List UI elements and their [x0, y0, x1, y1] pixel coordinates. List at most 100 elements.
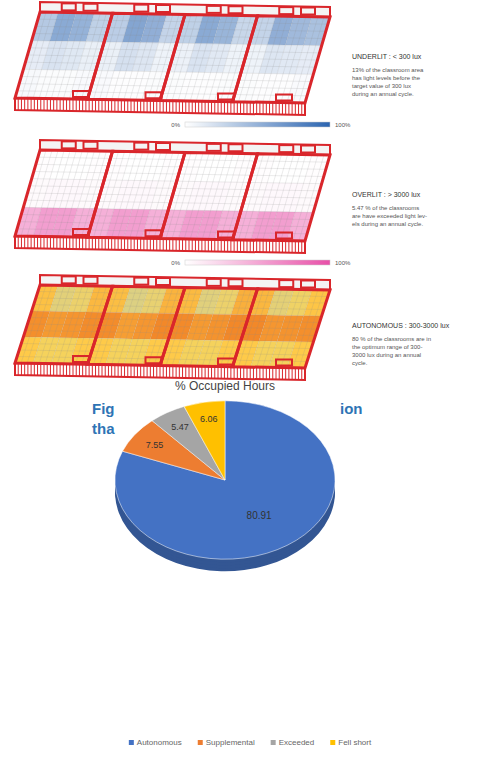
front-opening [146, 92, 162, 98]
railing-bar [118, 238, 119, 250]
railing-bar [50, 99, 51, 111]
room-outline [15, 12, 113, 99]
railing-bar [40, 236, 41, 248]
railing-bar [189, 101, 190, 113]
data-label: 80.91 [247, 510, 272, 521]
railing-bar [292, 241, 293, 253]
railing-bar [182, 101, 183, 113]
front-opening [146, 230, 162, 236]
railing-bar [73, 99, 74, 111]
railing-bar [76, 99, 77, 111]
room-outline [233, 154, 331, 241]
railing-bar [176, 366, 177, 378]
front-railing [15, 98, 305, 115]
railing-bar [53, 99, 54, 111]
legend-swatch [129, 740, 134, 745]
railing-bar [137, 238, 138, 250]
data-label: 7.55 [146, 440, 164, 450]
railing-bar [37, 363, 38, 375]
railing-bar [208, 239, 209, 251]
railing-bar [182, 239, 183, 251]
railing-bar [153, 100, 154, 112]
railing-bar [73, 364, 74, 376]
railing-bar [189, 239, 190, 251]
railing-bar [218, 102, 219, 114]
railing-bar [276, 103, 277, 115]
panel-description: 80 % of the classrooms are in [352, 336, 431, 342]
railing-bar [182, 366, 183, 378]
railing-bar [227, 102, 228, 114]
railing-bar [137, 365, 138, 377]
railing-bar [240, 367, 241, 379]
railing-bar [131, 238, 132, 250]
railing-bar [76, 237, 77, 249]
railing-bar [121, 238, 122, 250]
railing-bar [140, 100, 141, 112]
railing-bar [27, 363, 28, 375]
room-outline [15, 285, 113, 364]
railing-bar [44, 237, 45, 249]
railing-bar [44, 99, 45, 111]
railing-bar [234, 240, 235, 252]
railing-bar [21, 363, 22, 375]
railing-bar [221, 240, 222, 252]
railing-bar [195, 239, 196, 251]
railing-bar [205, 101, 206, 113]
railing-bar [121, 365, 122, 377]
pie-marks [115, 401, 335, 571]
railing-bar [63, 364, 64, 376]
railing-bar [143, 100, 144, 112]
railing-bar [114, 100, 115, 112]
railing-bar [47, 237, 48, 249]
railing-bar [276, 241, 277, 253]
railing-bar [163, 366, 164, 378]
front-railing [15, 236, 305, 253]
railing-bar [134, 100, 135, 112]
railing-bar [179, 366, 180, 378]
canvas: UNDERLIT : < 300 lux13% of the classroom… [0, 0, 500, 778]
railing-bar [105, 100, 106, 112]
panel-heading: UNDERLIT : < 300 lux [352, 53, 422, 60]
railing-bar [163, 239, 164, 251]
colorbar-tick-label: 100% [335, 260, 351, 266]
wall-opening [301, 8, 315, 15]
railing-bar [105, 238, 106, 250]
wall-opening [134, 5, 148, 12]
wall-opening [279, 145, 293, 152]
railing-bar [214, 366, 215, 378]
railing-bar [47, 99, 48, 111]
railing-bar [279, 368, 280, 380]
front-opening [73, 91, 89, 97]
railing-bar [230, 240, 231, 252]
railing-bar [253, 102, 254, 114]
panel-description: 3000 lux during an annual [352, 352, 421, 358]
front-opening [276, 233, 292, 239]
wall-opening [229, 6, 243, 13]
floor-grid [15, 12, 330, 103]
railing-bar [160, 239, 161, 251]
railing-bar [237, 240, 238, 252]
pie-top [115, 401, 335, 559]
panel-heading: AUTONOMOUS : 300-3000 lux [352, 322, 450, 329]
caption-fragment: tha [92, 420, 115, 437]
railing-bar [47, 364, 48, 376]
railing-bar [263, 240, 264, 252]
railing-bar [292, 103, 293, 115]
railing-bar [298, 368, 299, 380]
railing-bar [259, 240, 260, 252]
wall-opening [207, 279, 221, 286]
railing-bar [305, 368, 306, 380]
heatmap-cells [15, 285, 330, 368]
railing-bar [89, 237, 90, 249]
wall-opening [156, 5, 170, 12]
railing-bar [256, 240, 257, 252]
railing-bar [172, 101, 173, 113]
railing-bar [147, 100, 148, 112]
legend-swatch [198, 740, 203, 745]
railing-bar [73, 237, 74, 249]
railing-bar [140, 365, 141, 377]
legend-item: Supplemental [198, 738, 255, 747]
railing-bar [237, 102, 238, 114]
wall-opening [62, 3, 76, 10]
railing-bar [95, 364, 96, 376]
